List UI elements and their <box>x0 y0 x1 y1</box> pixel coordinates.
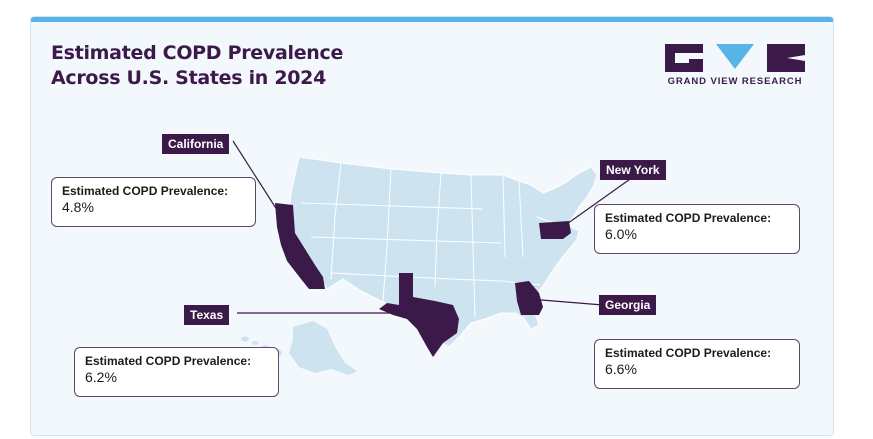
callout-value: 6.0% <box>605 226 637 242</box>
state-tag-new-york: New York <box>600 160 666 180</box>
callout-georgia: Estimated COPD Prevalence: 6.6% <box>594 339 800 389</box>
state-tag-georgia: Georgia <box>599 295 657 315</box>
title-line-1: Estimated COPD Prevalence <box>51 42 344 64</box>
logo-text: GRAND VIEW RESEARCH <box>667 76 803 87</box>
infographic-card: Estimated COPD Prevalence Across U.S. St… <box>30 16 834 436</box>
callout-label: Estimated COPD Prevalence: <box>85 354 252 368</box>
new-york-shape <box>539 221 571 239</box>
logo-mark-icon <box>665 44 805 72</box>
callout-value: 6.2% <box>85 369 117 385</box>
callout-value: 6.6% <box>605 361 637 377</box>
georgia-shape <box>515 281 543 315</box>
accent-bar <box>31 17 833 22</box>
texas-shape <box>379 273 459 357</box>
page-title: Estimated COPD Prevalence Across U.S. St… <box>51 41 343 91</box>
alaska-shape <box>289 321 357 375</box>
callout-new-york: Estimated COPD Prevalence: 6.0% <box>594 204 800 254</box>
title-line-2: Across U.S. States in 2024 <box>51 67 327 89</box>
california-shape <box>275 203 325 289</box>
callout-label: Estimated COPD Prevalence: <box>605 211 772 225</box>
callout-label: Estimated COPD Prevalence: <box>605 346 772 360</box>
callout-label: Estimated COPD Prevalence: <box>62 184 229 198</box>
state-tag-texas: Texas <box>184 305 230 325</box>
callout-value: 4.8% <box>62 199 94 215</box>
callout-california: Estimated COPD Prevalence: 4.8% <box>51 177 256 227</box>
callout-connectors <box>232 140 634 314</box>
us-map <box>232 140 634 375</box>
state-tag-california: California <box>162 134 230 154</box>
callout-texas: Estimated COPD Prevalence: 6.2% <box>74 347 279 397</box>
grand-view-research-logo: GRAND VIEW RESEARCH <box>661 41 809 101</box>
